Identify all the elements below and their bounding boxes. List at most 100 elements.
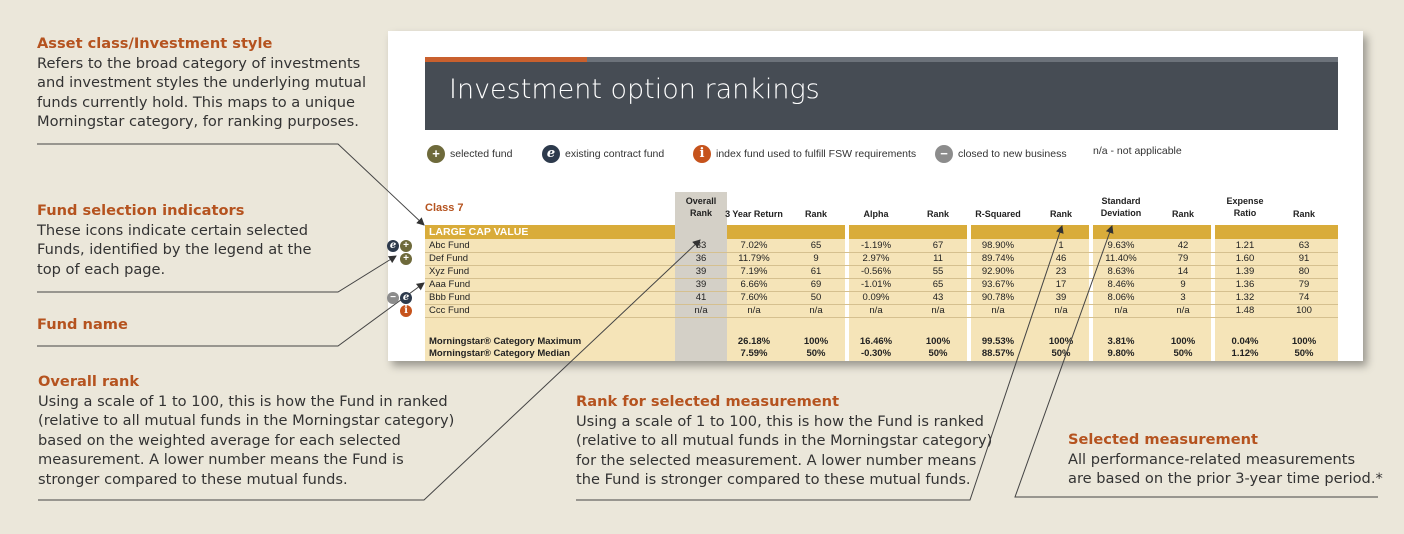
fund-name: Xyz Fund xyxy=(429,266,470,277)
report-header: Investment option rankings xyxy=(425,57,1338,130)
fund-name: Def Fund xyxy=(429,253,469,264)
annotation-line: Refers to the broad category of investme… xyxy=(37,54,361,72)
annotation-heading: Fund name xyxy=(37,316,128,333)
table-cell: 36 xyxy=(695,253,707,264)
summary-cell: 3.81% xyxy=(1107,336,1135,347)
table-cell: 17 xyxy=(1055,279,1067,290)
annotation-line: Morningstar category, for ranking purpos… xyxy=(37,113,359,130)
fund-name: Ccc Fund xyxy=(429,305,470,316)
table-cell: 46 xyxy=(1055,253,1067,264)
report-title: Investment option rankings xyxy=(449,74,820,105)
summary-label: Morningstar® Category Maximum xyxy=(429,336,582,347)
table-cell: 14 xyxy=(1177,266,1189,277)
table-cell: n/a xyxy=(991,305,1005,316)
table-cell: 69 xyxy=(810,279,822,290)
table-cell: 93.67% xyxy=(981,279,1015,290)
annotation-line: based on the weighted average for each s… xyxy=(38,431,401,449)
category-label: LARGE CAP VALUE xyxy=(429,226,529,238)
table-block-name xyxy=(425,225,675,361)
table-cell: 92.90% xyxy=(981,266,1015,277)
annotation-line: These icons indicate certain selected xyxy=(37,221,309,239)
table-block-expense xyxy=(1215,225,1338,361)
annotation-asset-class: Asset class/Investment style Refers to t… xyxy=(37,34,366,132)
table-cell: 39 xyxy=(695,266,707,277)
table-cell: 39 xyxy=(1055,292,1067,303)
legend-index: i index fund used to fulfill FSW require… xyxy=(693,145,916,163)
table-cell: 8.06% xyxy=(1107,292,1135,303)
column-header: Overall Rank xyxy=(685,196,717,218)
row-divider xyxy=(425,265,1338,266)
annotation-line: All performance-related measurements xyxy=(1068,450,1356,468)
annotation-line: top of each page. xyxy=(37,260,166,278)
connector-selected-measurement xyxy=(1014,225,1378,498)
summary-cell: 100% xyxy=(1170,336,1196,347)
fund-name: Bbb Fund xyxy=(429,292,471,303)
table-cell: 1.32 xyxy=(1235,292,1255,303)
summary-cell: 99.53% xyxy=(981,336,1015,347)
table-cell: 79 xyxy=(1177,253,1189,264)
summary-cell: 1.12% xyxy=(1231,348,1259,359)
category-bar xyxy=(727,225,845,239)
table-cell: 8.46% xyxy=(1107,279,1135,290)
table-cell: 89.74% xyxy=(981,253,1015,264)
legend-closed: − closed to new business xyxy=(935,145,1067,163)
summary-cell: 100% xyxy=(1291,336,1317,347)
table-cell: 7.19% xyxy=(740,266,768,277)
table-block-stdev xyxy=(1093,225,1211,361)
closed-fund-icon: − xyxy=(387,292,399,304)
existing-contract-icon: e xyxy=(400,292,412,304)
annotation-fund-name: Fund name xyxy=(37,315,128,335)
fund-name: Abc Fund xyxy=(429,240,470,251)
table-cell: n/a xyxy=(1176,305,1190,316)
annotation-line: (relative to all mutual funds in the Mor… xyxy=(576,432,993,449)
annotation-selected-measurement: Selected measurement All performance-rel… xyxy=(1068,430,1383,489)
category-bar xyxy=(425,225,675,239)
summary-cell: 100% xyxy=(1048,336,1074,347)
connector-rank-measurement xyxy=(576,225,1064,501)
table-cell: -0.56% xyxy=(860,266,892,277)
summary-cell: 50% xyxy=(1173,348,1193,359)
table-cell: 67 xyxy=(932,240,944,251)
connector-asset-class xyxy=(37,143,425,226)
table-cell: 1.48 xyxy=(1235,305,1255,316)
row-divider xyxy=(425,252,1338,253)
connector-indicators xyxy=(37,255,397,293)
column-header: Alpha xyxy=(863,209,889,219)
annotation-heading: Selected measurement xyxy=(1068,431,1258,448)
table-cell: n/a xyxy=(869,305,883,316)
table-cell: 11.40% xyxy=(1105,253,1137,264)
table-cell: 90.78% xyxy=(981,292,1015,303)
column-header: Expense Ratio xyxy=(1226,196,1264,218)
annotation-heading: Fund selection indicators xyxy=(37,202,245,219)
annotation-rank-measurement: Rank for selected measurement Using a sc… xyxy=(576,392,992,490)
annotation-line: are based on the prior 3-year time perio… xyxy=(1068,470,1383,487)
table-cell: 79 xyxy=(1298,279,1310,290)
summary-cell: 9.80% xyxy=(1107,348,1135,359)
summary-cell: 88.57% xyxy=(981,348,1015,359)
connector-fund-name xyxy=(37,282,425,347)
report-panel: Investment option rankings + selected fu… xyxy=(388,31,1363,361)
table-cell: n/a xyxy=(694,305,708,316)
table-cell: 61 xyxy=(810,266,822,277)
table-cell: 0.09% xyxy=(862,292,890,303)
annotation-line: (relative to all mutual funds in the Mor… xyxy=(38,412,455,429)
class-label: Class 7 xyxy=(425,202,464,214)
table-cell: 39 xyxy=(695,279,707,290)
table-cell: n/a xyxy=(809,305,823,316)
table-cell: 9 xyxy=(1180,279,1186,290)
table-cell: 11.79% xyxy=(738,253,770,264)
summary-cell: 50% xyxy=(1051,348,1071,359)
table-cell: 1.39 xyxy=(1235,266,1255,277)
summary-cell: 0.04% xyxy=(1231,336,1259,347)
row-divider xyxy=(425,317,1338,318)
column-header: Rank xyxy=(926,209,949,219)
annotation-line: funds currently hold. This maps to a uni… xyxy=(37,93,355,111)
column-header: Standard Deviation xyxy=(1100,196,1142,218)
closed-fund-icon: − xyxy=(935,145,953,163)
summary-label: Morningstar® Category Median xyxy=(429,348,571,359)
summary-cell: 100% xyxy=(925,336,951,347)
table-cell: 7.60% xyxy=(740,292,768,303)
table-cell: 1.60 xyxy=(1235,253,1255,264)
existing-contract-icon: e xyxy=(542,145,560,163)
